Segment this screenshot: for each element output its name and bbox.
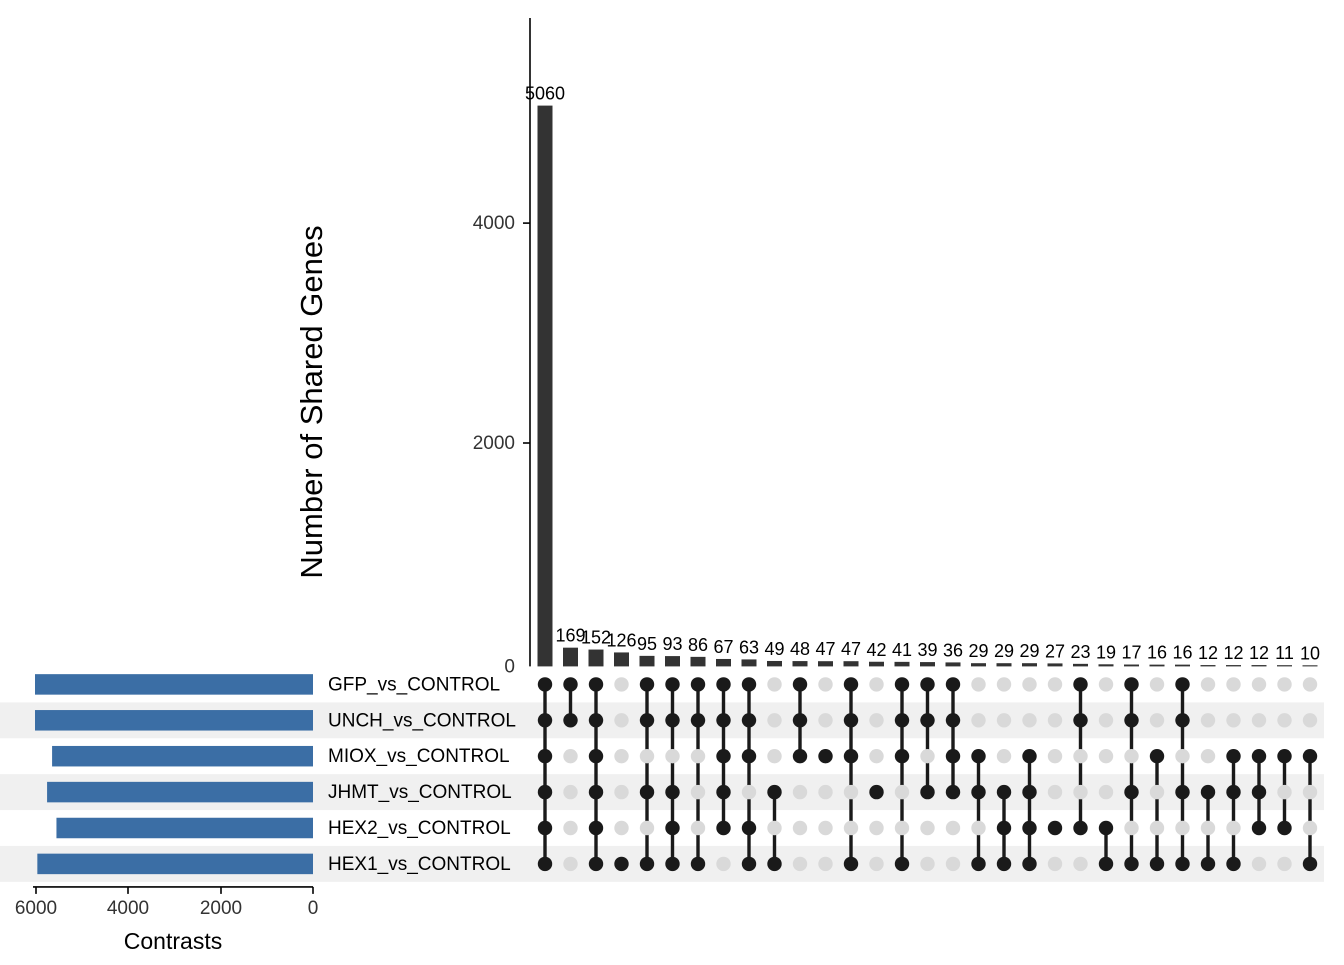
- svg-text:12: 12: [1198, 643, 1218, 663]
- svg-text:16: 16: [1172, 643, 1192, 663]
- svg-text:36: 36: [943, 640, 963, 660]
- svg-text:10: 10: [1300, 643, 1320, 663]
- svg-text:GFP_vs_CONTROL: GFP_vs_CONTROL: [328, 674, 500, 695]
- svg-text:Contrasts: Contrasts: [124, 928, 222, 954]
- svg-text:11: 11: [1275, 643, 1294, 663]
- svg-text:17: 17: [1121, 643, 1141, 663]
- svg-text:6000: 6000: [15, 898, 57, 919]
- svg-text:41: 41: [892, 640, 912, 660]
- svg-text:86: 86: [688, 635, 708, 655]
- svg-text:29: 29: [1019, 641, 1039, 661]
- svg-text:93: 93: [662, 634, 682, 654]
- svg-text:27: 27: [1045, 641, 1065, 661]
- svg-text:67: 67: [713, 637, 733, 657]
- svg-text:23: 23: [1070, 642, 1090, 662]
- svg-text:29: 29: [994, 641, 1014, 661]
- svg-text:39: 39: [917, 640, 937, 660]
- svg-text:19: 19: [1096, 642, 1116, 662]
- svg-text:UNCH_vs_CONTROL: UNCH_vs_CONTROL: [328, 710, 516, 731]
- svg-text:Number of Shared Genes: Number of Shared Genes: [294, 225, 329, 578]
- svg-text:4000: 4000: [473, 213, 515, 234]
- svg-text:42: 42: [866, 640, 886, 660]
- svg-text:16: 16: [1147, 643, 1167, 663]
- svg-text:2000: 2000: [473, 433, 515, 454]
- svg-text:95: 95: [637, 634, 657, 654]
- svg-text:0: 0: [308, 898, 319, 919]
- svg-text:2000: 2000: [200, 898, 242, 919]
- svg-text:12: 12: [1249, 643, 1269, 663]
- svg-text:HEX1_vs_CONTROL: HEX1_vs_CONTROL: [328, 854, 511, 875]
- svg-text:0: 0: [504, 656, 515, 677]
- svg-text:4000: 4000: [107, 898, 149, 919]
- svg-text:5060: 5060: [525, 84, 565, 104]
- svg-text:63: 63: [739, 637, 759, 657]
- svg-text:JHMT_vs_CONTROL: JHMT_vs_CONTROL: [328, 782, 512, 803]
- svg-text:29: 29: [968, 641, 988, 661]
- svg-text:47: 47: [841, 639, 861, 659]
- svg-text:MIOX_vs_CONTROL: MIOX_vs_CONTROL: [328, 746, 510, 767]
- svg-text:48: 48: [790, 639, 810, 659]
- svg-text:HEX2_vs_CONTROL: HEX2_vs_CONTROL: [328, 818, 511, 839]
- svg-text:47: 47: [815, 639, 835, 659]
- svg-text:49: 49: [764, 639, 784, 659]
- svg-text:126: 126: [606, 630, 636, 650]
- svg-text:12: 12: [1223, 643, 1243, 663]
